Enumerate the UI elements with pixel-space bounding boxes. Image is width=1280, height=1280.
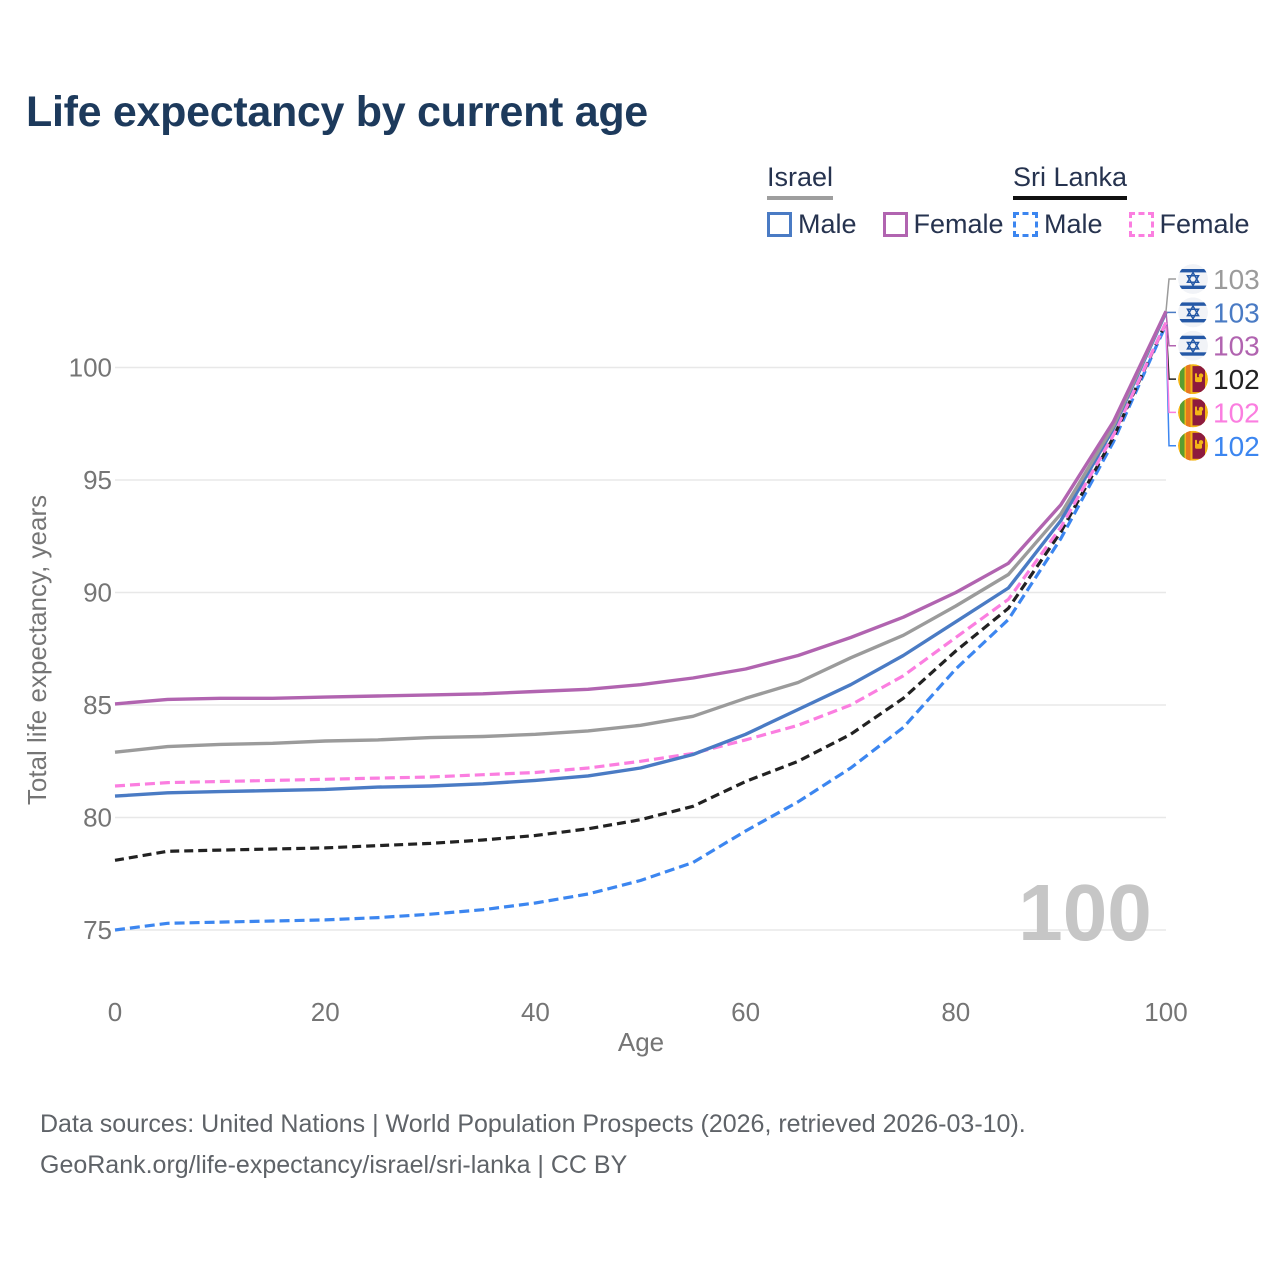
x-tick-label-0: 0 [108,997,122,1027]
x-tick-label-40: 40 [521,997,550,1027]
chart-title: Life expectancy by current age [26,88,648,136]
polygon [1186,275,1200,287]
polygon [1186,308,1200,321]
israel-female-swatch-icon [882,212,908,237]
rect [1178,285,1208,289]
y-axis-title: Total life expectancy, years [22,495,52,805]
rect [1195,406,1197,412]
rect [1178,352,1208,356]
sri-lanka-female-swatch-icon [1128,212,1154,237]
end-value-label-sri_lanka_female: 102 [1213,397,1260,428]
y-tick-label-80: 80 [83,803,112,833]
g [1178,330,1208,361]
rect [1180,430,1185,461]
sri-lanka-flag-icon [1178,364,1208,395]
g [1178,364,1208,395]
g [1178,297,1208,328]
series-line-israel_male [114,311,1168,798]
legend-israel-title: Israel [767,162,834,200]
rect [1178,269,1208,273]
sri-lanka-flag-icon [1178,430,1208,461]
series-line-israel_female [114,310,1168,706]
polygon [1186,271,1200,283]
rect [1186,430,1191,461]
legend-group-israel: Israel Male Female [767,162,1004,240]
x-tick-label-20: 20 [311,997,340,1027]
circle [1178,264,1208,294]
rect [1178,302,1208,306]
rect [1195,439,1197,445]
polygon [1186,341,1200,354]
legend-group-sri-lanka: Sri Lanka Male Female [1013,162,1250,240]
rect [1180,364,1185,395]
sri-lanka-male-swatch-icon [1013,212,1038,237]
x-tick-label-100: 100 [1144,997,1187,1027]
y-tick-label-90: 90 [83,578,112,608]
age-watermark: 100 [1018,868,1151,957]
leader-line-israel_both [1165,278,1176,312]
x-tick-label-80: 80 [941,997,970,1027]
legend-item-israel-female[interactable]: Female [882,209,1004,240]
legend-item-israel-male[interactable]: Male [767,209,857,240]
rect [1178,319,1208,323]
series-line-sri_lanka_male [114,324,1168,932]
leader-line-sri_lanka_female [1165,322,1176,414]
end-value-label-israel_female: 103 [1213,331,1260,362]
y-tick-label-75: 75 [83,915,112,945]
leader-line-israel_female [1165,311,1176,347]
y-tick-label-85: 85 [83,690,112,720]
end-value-label-sri_lanka_both: 102 [1213,364,1260,395]
end-value-label-israel_both: 103 [1213,264,1260,295]
rect [1195,373,1197,379]
series-line-sri_lanka_female [114,321,1168,788]
israel-male-swatch-icon [767,212,792,237]
attribution-text: GeoRank.org/life-expectancy/israel/sri-l… [40,1151,628,1179]
x-tick-label-60: 60 [731,997,760,1027]
g [1178,397,1208,428]
israel-flag-icon [1178,330,1208,361]
series-line-israel_both [114,310,1168,754]
polygon [1186,304,1200,317]
circle [1178,297,1208,328]
legend-sri-lanka-male-label: Male [1044,209,1103,239]
x-axis-title: Age [618,1027,664,1057]
legend-item-sri-lanka-male[interactable]: Male [1013,209,1103,240]
legend-israel-female-label: Female [913,209,1004,239]
circle [1198,373,1204,378]
legend-sri-lanka-female-label: Female [1159,209,1250,239]
legend-sri-lanka-items: Male Female [1013,209,1250,240]
rect [1186,364,1191,395]
circle [1198,440,1204,445]
data-sources-text: Data sources: United Nations | World Pop… [40,1110,1026,1138]
rect [1180,397,1185,428]
end-value-label-sri_lanka_male: 102 [1213,431,1260,462]
rect [1186,397,1191,428]
y-tick-label-95: 95 [83,465,112,495]
israel-flag-icon [1178,297,1208,328]
sri-lanka-flag-icon [1178,397,1208,428]
circle [1178,330,1208,361]
rect [1195,410,1202,416]
legend-sri-lanka-title: Sri Lanka [1013,162,1128,200]
end-value-label-israel_male: 103 [1213,297,1260,328]
series-line-sri_lanka_both [114,321,1168,862]
g [1178,430,1208,461]
rect [1178,335,1208,340]
circle [1198,406,1204,412]
legend-israel-items: Male Female [767,209,1004,240]
footer: Data sources: United Nations | World Pop… [40,1104,1026,1186]
legend-israel-male-label: Male [798,209,857,239]
rect [1195,377,1202,383]
y-tick-label-100: 100 [69,353,112,383]
legend-item-sri-lanka-female[interactable]: Female [1128,209,1250,240]
rect [1195,443,1202,449]
israel-flag-icon [1178,264,1208,294]
polygon [1186,337,1200,350]
g [1178,264,1208,294]
